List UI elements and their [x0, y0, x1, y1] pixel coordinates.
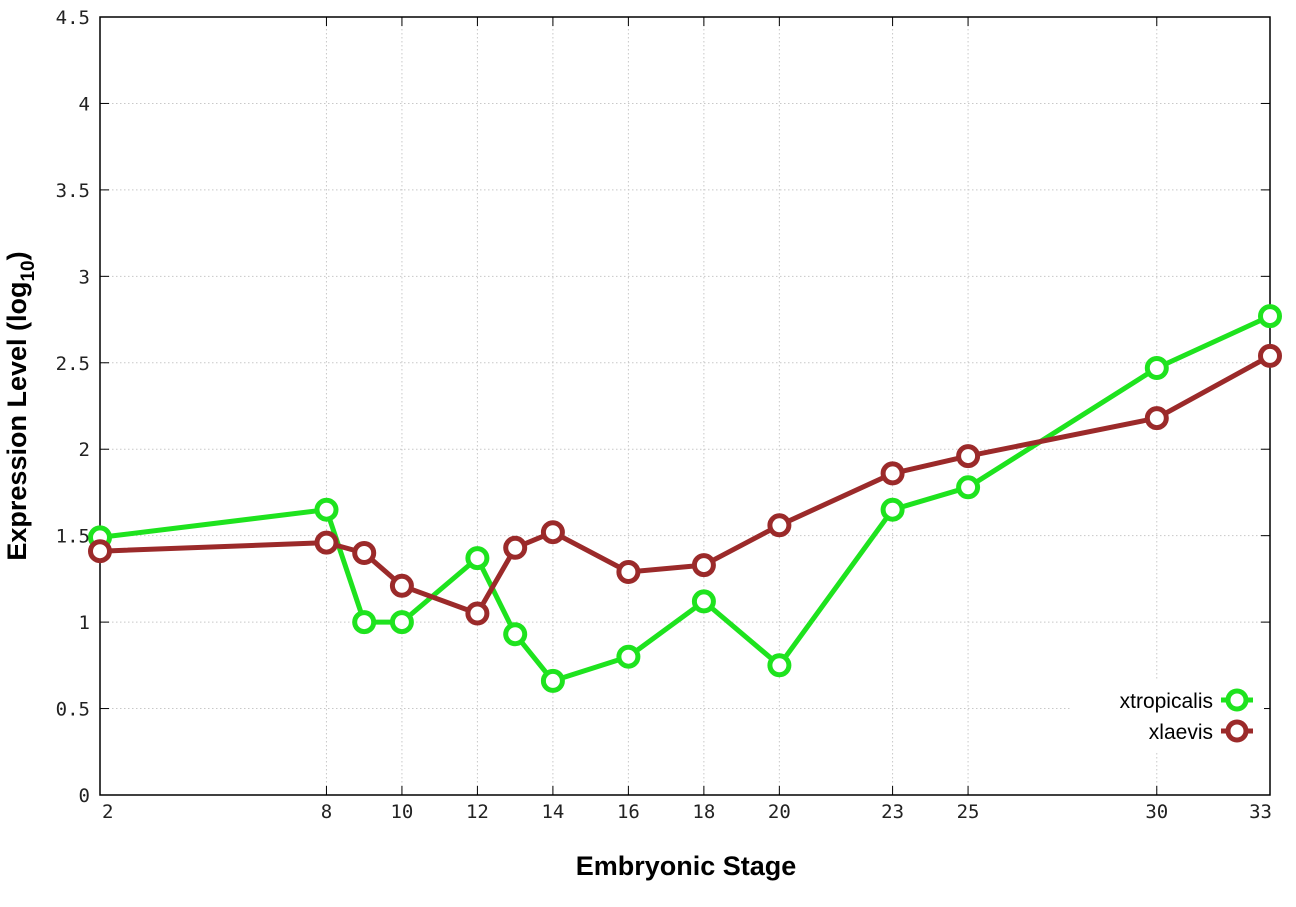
x-tick-label: 8: [321, 801, 332, 823]
y-tick-label: 3.5: [56, 180, 90, 202]
y-tick-label: 4.5: [56, 7, 90, 29]
data-point-xlaevis: [1144, 406, 1169, 431]
y-tick-label: 3: [79, 266, 90, 288]
x-tick-label: 10: [390, 801, 413, 823]
x-tick-labels: 2 8 10 12 14 16 18 20 23 25 30 33: [102, 801, 1272, 823]
data-point-xlaevis: [88, 539, 112, 564]
y-axis-title-subscript: 10: [18, 260, 39, 281]
data-point-xlaevis: [314, 530, 339, 555]
series-xtropicalis: [88, 304, 1282, 693]
data-point-xlaevis: [352, 541, 377, 565]
y-tick-labels: 0 0.5 1 1.5 2 2.5 3 3.5 4 4.5: [56, 7, 90, 807]
y-tick-label: 2: [79, 439, 90, 461]
data-point-xlaevis: [1258, 343, 1282, 368]
legend-marker-xlaevis: [1225, 719, 1249, 743]
data-point-xlaevis: [767, 513, 792, 538]
data-point-xtropicalis: [389, 610, 414, 635]
data-point-xlaevis: [956, 444, 981, 469]
data-point-xtropicalis: [503, 622, 528, 647]
x-tick-label: 30: [1145, 801, 1168, 823]
y-tick-label: 1.5: [56, 526, 90, 548]
y-axis-title-main: Expression Level (log: [2, 282, 32, 561]
data-point-xtropicalis: [1258, 304, 1282, 329]
legend-item-xtropicalis: xtropicalis: [1120, 688, 1253, 713]
data-point-xtropicalis: [314, 497, 339, 522]
x-tick-label: 14: [541, 801, 564, 823]
x-tick-label: 2: [102, 801, 113, 823]
series-layer: [88, 304, 1282, 693]
legend-label-xtropicalis: xtropicalis: [1120, 690, 1213, 713]
data-point-xtropicalis: [691, 589, 716, 614]
data-point-xlaevis: [540, 520, 565, 545]
y-axis-title: Expression Level (log10): [2, 251, 39, 560]
data-point-xlaevis: [691, 553, 716, 578]
y-tick-label: 4: [79, 93, 90, 115]
data-point-xtropicalis: [540, 668, 565, 693]
y-tick-label: 1: [79, 612, 90, 634]
legend-marker-xtropicalis: [1225, 688, 1249, 712]
data-point-xtropicalis: [767, 653, 792, 678]
plot-frame: [99, 16, 1271, 796]
data-point-xtropicalis: [616, 644, 641, 669]
series-xlaevis: [88, 343, 1282, 626]
x-tick-label: 18: [692, 801, 715, 823]
y-tick-label: 2.5: [56, 353, 90, 375]
x-tick-label: 23: [881, 801, 904, 823]
y-tick-label: 0.5: [56, 699, 90, 721]
data-point-xtropicalis: [956, 475, 981, 500]
x-tick-label: 25: [957, 801, 980, 823]
legend-label-xlaevis: xlaevis: [1149, 721, 1213, 744]
data-point-xlaevis: [880, 461, 905, 486]
data-point-xlaevis: [616, 560, 641, 584]
grid-lines: [100, 17, 1270, 795]
data-point-xlaevis: [465, 601, 490, 626]
data-point-xlaevis: [503, 535, 528, 560]
x-tick-label: 20: [768, 801, 791, 823]
data-point-xtropicalis: [465, 546, 490, 571]
y-tick-label: 0: [79, 785, 90, 807]
data-point-xtropicalis: [1144, 356, 1169, 380]
x-tick-label: 16: [617, 801, 640, 823]
data-point-xlaevis: [389, 573, 414, 598]
x-tick-label: 12: [466, 801, 489, 823]
data-point-xtropicalis: [880, 497, 905, 522]
x-tick-label: 33: [1249, 801, 1272, 823]
legend: xtropicalis xlaevis: [1072, 680, 1264, 752]
y-axis-title-close: ): [2, 251, 32, 260]
data-point-xtropicalis: [352, 610, 377, 635]
legend-item-xlaevis: xlaevis: [1149, 719, 1253, 744]
x-axis-title: Embryonic Stage: [576, 851, 797, 881]
